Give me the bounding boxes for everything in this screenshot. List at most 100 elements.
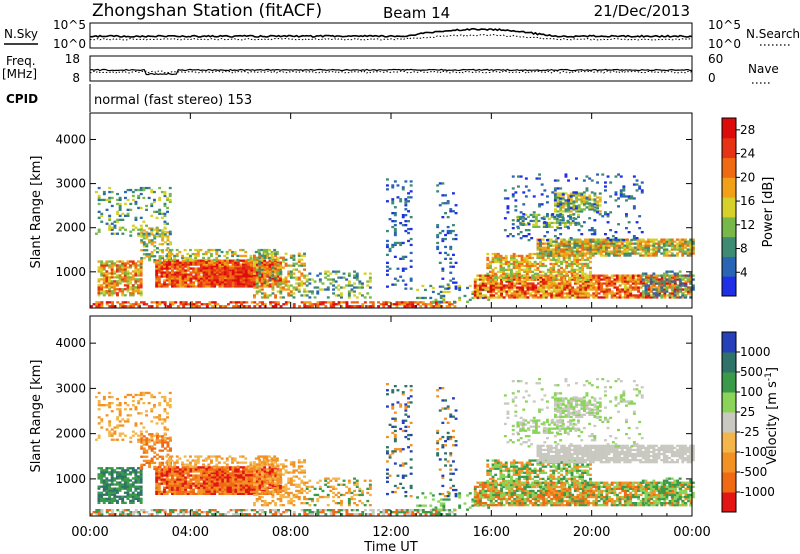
power-cell (614, 239, 618, 242)
power-cell (155, 275, 159, 278)
power-cell (666, 294, 669, 297)
power-cell (276, 282, 280, 285)
velocity-cell (200, 482, 203, 485)
power-cell (452, 237, 455, 241)
power-cell (358, 305, 362, 308)
power-cell (250, 273, 254, 276)
velocity-cell (160, 482, 164, 485)
power-cell (642, 282, 646, 285)
beam-label: Beam 14 (383, 4, 450, 22)
power-cell (570, 260, 574, 264)
power-cell (463, 294, 467, 298)
velocity-cell (176, 472, 180, 475)
power-cell (221, 265, 224, 268)
velocity-cell (181, 474, 185, 477)
power-cell (407, 210, 410, 213)
power-cell (554, 270, 558, 273)
power-cell (158, 235, 162, 238)
velocity-cell (202, 470, 206, 473)
power-cell (324, 305, 328, 308)
power-cell (137, 268, 140, 271)
power-cell (454, 261, 458, 264)
power-cell (226, 277, 230, 280)
power-cell (628, 242, 632, 245)
power-cell (118, 226, 122, 229)
power-cell (534, 219, 538, 223)
power-cell (348, 305, 351, 308)
power-cell (393, 229, 397, 233)
power-cell (160, 265, 164, 268)
power-cell (525, 262, 529, 266)
power-cell (608, 278, 611, 281)
power-cell (260, 288, 264, 291)
power-cell (583, 244, 587, 247)
power-cell (100, 292, 104, 295)
power-cell (691, 284, 695, 287)
power-cell (473, 288, 477, 291)
power-cell (118, 268, 122, 271)
velocity-cell (194, 482, 198, 485)
power-cell (569, 237, 573, 240)
power-cell (442, 290, 446, 294)
power-cell (163, 285, 166, 288)
power-cell (142, 249, 146, 252)
power-cell (626, 238, 629, 241)
power-cell (108, 288, 111, 291)
power-cell (568, 292, 572, 295)
velocity-cell (116, 491, 119, 494)
power-cell (583, 278, 587, 281)
power-cell (245, 267, 248, 270)
power-cell (247, 275, 251, 278)
velocity-cell (121, 501, 125, 504)
velocity-cell (213, 470, 217, 473)
power-cell (108, 266, 111, 269)
power-cell (173, 254, 177, 258)
power-cell (587, 294, 590, 297)
velocity-cell (116, 501, 119, 504)
power-cell (629, 274, 633, 277)
power-cell (665, 290, 669, 293)
power-cell (355, 278, 359, 281)
power-cell (116, 220, 119, 223)
power-cell (268, 278, 272, 281)
power-cell (549, 252, 553, 255)
velocity-cell (171, 490, 174, 493)
velocity-cell (105, 499, 109, 502)
power-cell (599, 248, 603, 251)
velocity-cell (137, 493, 140, 496)
power-cell (505, 294, 509, 297)
power-cell (502, 278, 505, 281)
power-cell (108, 198, 112, 202)
power-cell (100, 264, 104, 267)
power-cell (655, 296, 659, 299)
power-cell (567, 208, 571, 211)
velocity-cell (121, 475, 125, 478)
velocity-cell (186, 490, 190, 493)
power-cell (116, 268, 119, 271)
power-cell (173, 285, 177, 288)
power-cell (554, 258, 558, 262)
power-cell (647, 290, 651, 293)
power-cell (165, 261, 169, 264)
power-cell (266, 270, 270, 273)
power-cell (316, 303, 320, 306)
power-cell (594, 238, 598, 241)
power-cell (605, 286, 609, 289)
power-cell (150, 305, 154, 308)
power-cell (573, 280, 577, 283)
power-cell (510, 286, 514, 289)
power-cell (168, 232, 172, 235)
power-cell (681, 238, 685, 241)
power-cell (165, 283, 169, 286)
velocity-cell (116, 489, 119, 492)
power-cell (255, 258, 259, 261)
power-cell (541, 270, 545, 273)
power-cell (641, 284, 645, 287)
power-cell (208, 279, 211, 282)
power-cell (111, 305, 114, 308)
power-cell (500, 278, 503, 281)
power-cell (175, 254, 179, 258)
velocity-cell (194, 474, 198, 477)
power-cell (652, 252, 656, 255)
velocity-cell (171, 468, 174, 471)
